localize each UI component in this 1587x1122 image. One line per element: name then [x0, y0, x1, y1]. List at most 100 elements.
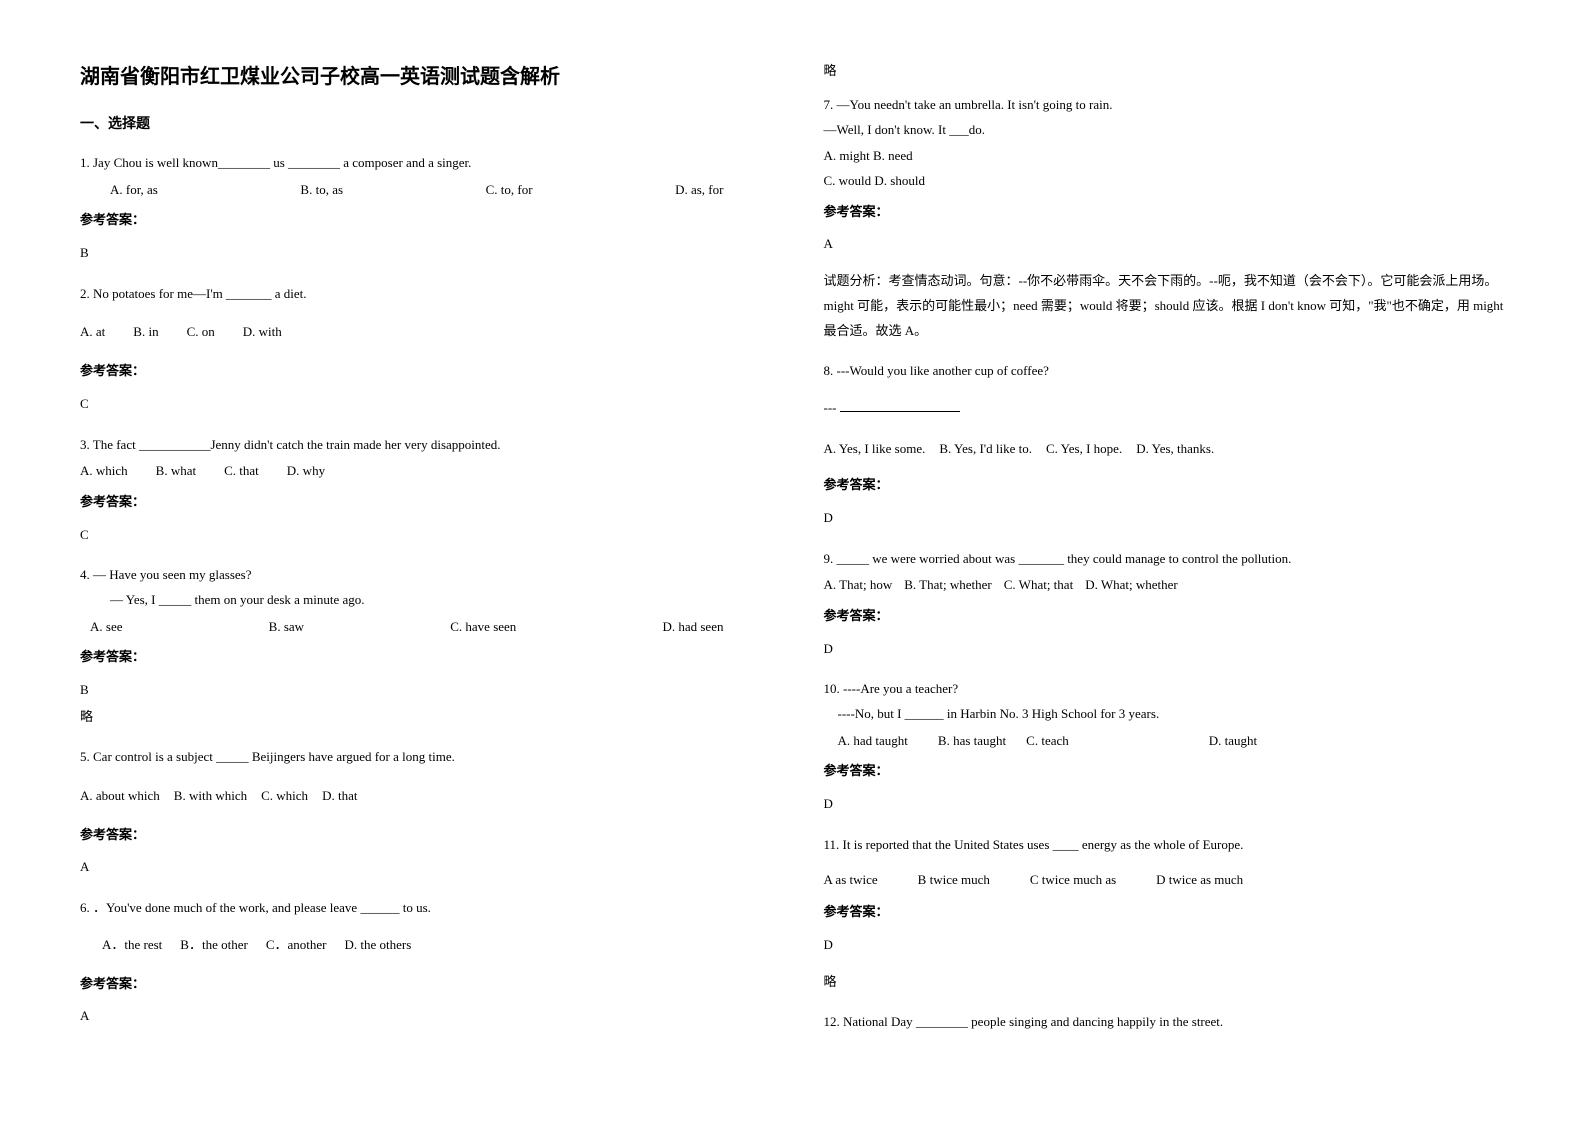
- document-title: 湖南省衡阳市红卫煤业公司子校高一英语测试题含解析: [80, 60, 764, 89]
- question-options: A. for, as B. to, as C. to, for D. as, f…: [80, 178, 764, 203]
- question-text: 3. The fact ___________Jenny didn't catc…: [80, 433, 764, 458]
- question-9: 9. _____ we were worried about was _____…: [824, 547, 1508, 662]
- option-a: A. had taught: [838, 729, 908, 754]
- question-text: 2. No potatoes for me—I'm _______ a diet…: [80, 282, 764, 307]
- option-c: C. Yes, I hope.: [1046, 437, 1122, 462]
- answer-label: 参考答案：: [80, 359, 764, 384]
- question-text-line2: ----No, but I ______ in Harbin No. 3 Hig…: [824, 702, 1508, 727]
- option-b: B. saw: [269, 615, 304, 640]
- option-b: B. to, as: [300, 178, 343, 203]
- option-a: A. about which: [80, 784, 160, 809]
- question-options: A. about which B. with which C. which D.…: [80, 784, 764, 809]
- answer-label: 参考答案：: [824, 200, 1508, 225]
- answer-label: 参考答案：: [80, 645, 764, 670]
- question-3: 3. The fact ___________Jenny didn't catc…: [80, 433, 764, 548]
- question-text: 7. —You needn't take an umbrella. It isn…: [824, 93, 1508, 118]
- option-c: C. which: [261, 784, 308, 809]
- question-5: 5. Car control is a subject _____ Beijin…: [80, 745, 764, 880]
- option-d: D. taught: [1209, 729, 1257, 754]
- option-d: D. why: [287, 459, 325, 484]
- option-b: B twice much: [918, 868, 990, 893]
- option-a: A as twice: [824, 868, 878, 893]
- question-8: 8. ---Would you like another cup of coff…: [824, 359, 1508, 530]
- question-text-line2: — Yes, I _____ them on your desk a minut…: [80, 588, 764, 613]
- question-7: 7. —You needn't take an umbrella. It isn…: [824, 93, 1508, 343]
- omit-note: 略: [80, 705, 764, 730]
- answer-label: 参考答案：: [80, 823, 764, 848]
- option-b: B. has taught: [938, 729, 1006, 754]
- section-title: 一、选择题: [80, 113, 764, 133]
- question-options: A. might B. need C. would D. should: [824, 144, 1508, 193]
- dash-prefix: ---: [824, 400, 840, 415]
- question-options: A. That; how B. That; whether C. What; t…: [824, 573, 1508, 598]
- answer-value: A: [80, 1004, 764, 1029]
- question-text: 10. ----Are you a teacher?: [824, 677, 1508, 702]
- option-a: A. which: [80, 459, 128, 484]
- answer-value: B: [80, 678, 764, 703]
- answer-value: C: [80, 523, 764, 548]
- answer-value: D: [824, 792, 1508, 817]
- question-options: A as twice B twice much C twice much as …: [824, 868, 1508, 893]
- option-b: B. Yes, I'd like to.: [939, 437, 1032, 462]
- question-11: 11. It is reported that the United State…: [824, 833, 1508, 994]
- question-options: A. at B. in C. on D. with: [80, 320, 764, 345]
- option-d: D. that: [322, 784, 357, 809]
- option-b: B. what: [156, 459, 196, 484]
- question-1: 1. Jay Chou is well known________ us ___…: [80, 151, 764, 266]
- answer-value: D: [824, 637, 1508, 662]
- option-b: B. in: [133, 320, 158, 345]
- option-a: A. see: [90, 615, 123, 640]
- answer-value: C: [80, 392, 764, 417]
- question-2: 2. No potatoes for me—I'm _______ a diet…: [80, 282, 764, 417]
- question-10: 10. ----Are you a teacher? ----No, but I…: [824, 677, 1508, 816]
- question-text-line2: ---: [824, 396, 1508, 421]
- option-d: D. with: [243, 320, 282, 345]
- question-options: A. had taught B. has taught C. teach D. …: [824, 729, 1508, 754]
- option-a: A. Yes, I like some.: [824, 437, 926, 462]
- question-12: 12. National Day ________ people singing…: [824, 1010, 1508, 1035]
- option-d: D twice as much: [1156, 868, 1243, 893]
- question-text: 8. ---Would you like another cup of coff…: [824, 359, 1508, 384]
- explanation: 试题分析：考查情态动词。句意：--你不必带雨伞。天不会下雨的。--呃，我不知道（…: [824, 269, 1508, 343]
- option-c: C twice much as: [1030, 868, 1116, 893]
- option-b: B．the other: [180, 933, 248, 958]
- answer-label: 参考答案：: [824, 604, 1508, 629]
- question-options: A．the rest B．the other C．another D. the …: [80, 933, 764, 958]
- question-text: 6. ．You've done much of the work, and pl…: [80, 896, 764, 921]
- question-text: 11. It is reported that the United State…: [824, 833, 1508, 858]
- option-a: A．the rest: [102, 933, 162, 958]
- answer-label: 参考答案：: [824, 900, 1508, 925]
- option-ab: A. might B. need: [824, 144, 1508, 169]
- question-options: A. see B. saw C. have seen D. had seen: [80, 615, 764, 640]
- answer-label: 参考答案：: [80, 208, 764, 233]
- option-c: C. to, for: [486, 178, 533, 203]
- question-options: A. Yes, I like some. B. Yes, I'd like to…: [824, 437, 1508, 462]
- option-a: A. That; how: [824, 573, 893, 598]
- question-text-line2: —Well, I don't know. It ___do.: [824, 118, 1508, 143]
- answer-label: 参考答案：: [824, 473, 1508, 498]
- option-d: D. as, for: [675, 178, 723, 203]
- option-c: C. teach: [1026, 729, 1069, 754]
- option-b: B. with which: [174, 784, 247, 809]
- question-text: 4. — Have you seen my glasses?: [80, 563, 764, 588]
- question-text: 12. National Day ________ people singing…: [824, 1010, 1508, 1035]
- omit-note: 略: [824, 60, 1508, 79]
- answer-value: B: [80, 241, 764, 266]
- answer-value: A: [824, 232, 1508, 257]
- option-c: C. What; that: [1004, 573, 1073, 598]
- left-column: 湖南省衡阳市红卫煤业公司子校高一英语测试题含解析 一、选择题 1. Jay Ch…: [80, 60, 764, 1051]
- option-b: B. That; whether: [904, 573, 992, 598]
- answer-label: 参考答案：: [80, 972, 764, 997]
- option-a: A. at: [80, 320, 105, 345]
- option-cd: C. would D. should: [824, 169, 1508, 194]
- option-c: C．another: [266, 933, 327, 958]
- option-c: C. have seen: [450, 615, 516, 640]
- answer-label: 参考答案：: [80, 490, 764, 515]
- question-text: 5. Car control is a subject _____ Beijin…: [80, 745, 764, 770]
- option-c: C. on: [187, 320, 215, 345]
- answer-label: 参考答案：: [824, 759, 1508, 784]
- option-d: D. What; whether: [1085, 573, 1178, 598]
- option-a: A. for, as: [110, 178, 158, 203]
- option-d: D. Yes, thanks.: [1136, 437, 1214, 462]
- right-column: 略 7. —You needn't take an umbrella. It i…: [824, 60, 1508, 1051]
